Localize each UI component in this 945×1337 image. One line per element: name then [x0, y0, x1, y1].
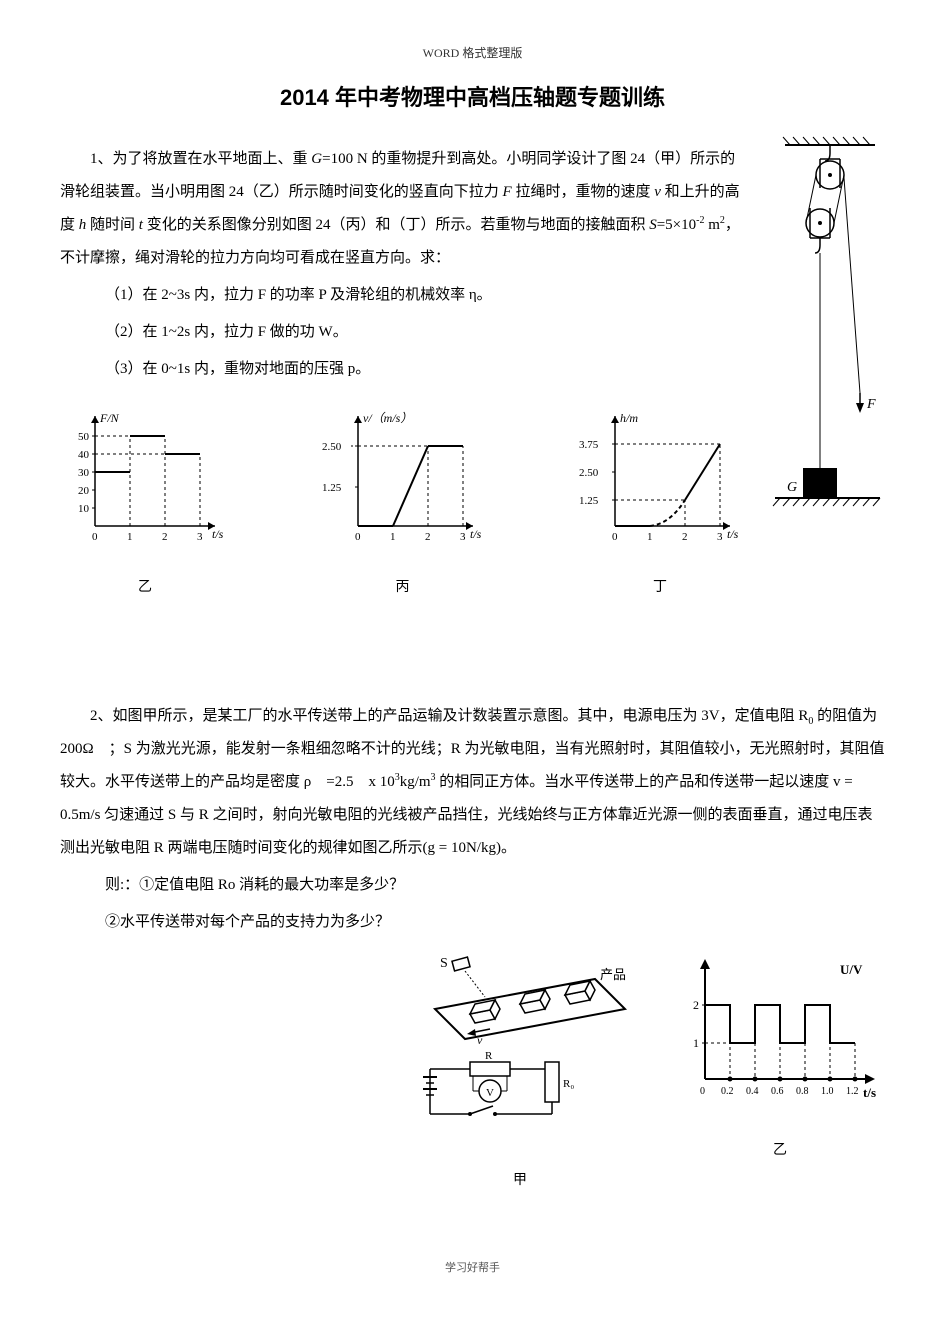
svg-text:1: 1	[127, 531, 133, 543]
p2-q1: 则:：①定值电阻 Ro 消耗的最大功率是多少？	[60, 869, 885, 902]
circuit-diagram: S 产品 v R R₀	[395, 949, 645, 1197]
svg-text:1.2: 1.2	[846, 1086, 859, 1097]
yi2-label: 乙	[675, 1136, 885, 1167]
svg-text:t/s: t/s	[727, 527, 739, 541]
svg-text:1: 1	[693, 1036, 699, 1050]
p1-t1: 1、为了将放置在水平地面上、重	[90, 151, 311, 167]
svg-text:F/N: F/N	[99, 411, 120, 425]
chart-yi2: 1 2 0 0.2 0.4 0.6 0.8 1.0 1.2	[675, 949, 885, 1197]
p1-t6: 变化的关系图像分别如图 24（丙）和（丁）所示。若重物与地面的接触面积	[143, 217, 649, 233]
pulley-diagram: F G	[765, 133, 885, 536]
pulley-F-label: F	[866, 397, 876, 412]
V-label: V	[486, 1087, 494, 1099]
p1-S: S	[649, 217, 657, 233]
svg-text:1.25: 1.25	[579, 495, 599, 507]
page-footer: 学习好帮手	[60, 1256, 885, 1280]
svg-text:2: 2	[693, 998, 699, 1012]
problem-2: 2、如图甲所示，是某工厂的水平传送带上的产品运输及计数装置示意图。其中，电源电压…	[60, 700, 885, 1197]
svg-text:0: 0	[355, 531, 361, 543]
p1-F: F	[503, 184, 512, 200]
R-label: R	[485, 1050, 493, 1062]
p1-t8: m	[704, 217, 719, 233]
R0-label: R₀	[563, 1078, 574, 1090]
p1-t7: =5×10	[657, 217, 696, 233]
problem2-text: 2、如图甲所示，是某工厂的水平传送带上的产品运输及计数装置示意图。其中，电源电压…	[60, 700, 885, 865]
p2-t1: 2、如图甲所示，是某工厂的水平传送带上的产品运输及计数装置示意图。其中，电源电压…	[90, 708, 808, 724]
problem1-text: 1、为了将放置在水平地面上、重 G=100 N 的重物提升到高处。小明同学设计了…	[60, 143, 885, 275]
svg-text:20: 20	[78, 485, 90, 497]
svg-text:0: 0	[700, 1086, 705, 1097]
chart-yi: 10 20 30 40 50 0 1 2 3	[60, 406, 230, 604]
svg-text:U/V: U/V	[840, 962, 863, 977]
svg-text:1.25: 1.25	[322, 482, 342, 494]
svg-text:2.50: 2.50	[579, 467, 599, 479]
charts-row-1: 10 20 30 40 50 0 1 2 3	[60, 406, 745, 604]
main-title: 2014 年中考物理中高档压轴题专题训练	[60, 74, 885, 122]
p2-t3: kg/m	[400, 774, 431, 790]
svg-text:2: 2	[162, 531, 168, 543]
chart-ding-label: 丁	[575, 573, 745, 604]
problem2-figures: S 产品 v R R₀	[60, 949, 885, 1197]
svg-text:3.75: 3.75	[579, 439, 599, 451]
svg-text:2: 2	[425, 531, 431, 543]
p1-q2: （2）在 1~2s 内，拉力 F 做的功 W。	[60, 316, 885, 349]
svg-text:0.4: 0.4	[746, 1086, 759, 1097]
chart-bing-label: 丙	[318, 573, 488, 604]
svg-text:3: 3	[460, 531, 466, 543]
svg-text:2.50: 2.50	[322, 441, 342, 453]
svg-text:1: 1	[390, 531, 396, 543]
p1-G: G	[311, 151, 322, 167]
svg-text:0: 0	[612, 531, 618, 543]
svg-text:30: 30	[78, 467, 90, 479]
svg-text:v/（m/s）: v/（m/s）	[363, 411, 412, 425]
svg-text:1.0: 1.0	[821, 1086, 834, 1097]
p1-q3: （3）在 0~1s 内，重物对地面的压强 p。	[60, 353, 885, 386]
svg-text:2: 2	[682, 531, 688, 543]
svg-text:t/s: t/s	[863, 1085, 876, 1100]
svg-text:t/s: t/s	[470, 527, 482, 541]
svg-text:0.2: 0.2	[721, 1086, 734, 1097]
svg-text:40: 40	[78, 449, 90, 461]
svg-text:50: 50	[78, 431, 90, 443]
chart-yi-label: 乙	[60, 573, 230, 604]
p1-q1: （1）在 2~3s 内，拉力 F 的功率 P 及滑轮组的机械效率 η。	[60, 279, 885, 312]
svg-text:0: 0	[92, 531, 98, 543]
p1-t5: 随时间	[86, 217, 139, 233]
svg-text:3: 3	[717, 531, 723, 543]
svg-text:0.6: 0.6	[771, 1086, 784, 1097]
p1-t3: 拉绳时，重物的速度	[512, 184, 655, 200]
chart-bing: 1.25 2.50 0 1 2 3 v/（m/s） t	[318, 406, 488, 604]
svg-text:h/m: h/m	[620, 411, 638, 425]
svg-text:0.8: 0.8	[796, 1086, 809, 1097]
page-header: WORD 格式整理版	[60, 40, 885, 66]
svg-text:10: 10	[78, 503, 90, 515]
p2-q2: ②水平传送带对每个产品的支持力为多少？	[60, 906, 885, 939]
svg-text:t/s: t/s	[212, 527, 224, 541]
svg-text:1: 1	[647, 531, 653, 543]
jia-label: 甲	[395, 1166, 645, 1197]
product-label: 产品	[600, 967, 626, 982]
svg-text:3: 3	[197, 531, 203, 543]
chart-ding: 1.25 2.50 3.75 0 1 2 3 h/m	[575, 406, 745, 604]
v-label: v	[477, 1033, 483, 1047]
p1-v: v	[654, 184, 661, 200]
problem-1: F G 1、为了将放置在水平地面上、重 G=1	[60, 143, 885, 634]
S-label: S	[440, 956, 448, 971]
pulley-G-label: G	[787, 480, 797, 495]
